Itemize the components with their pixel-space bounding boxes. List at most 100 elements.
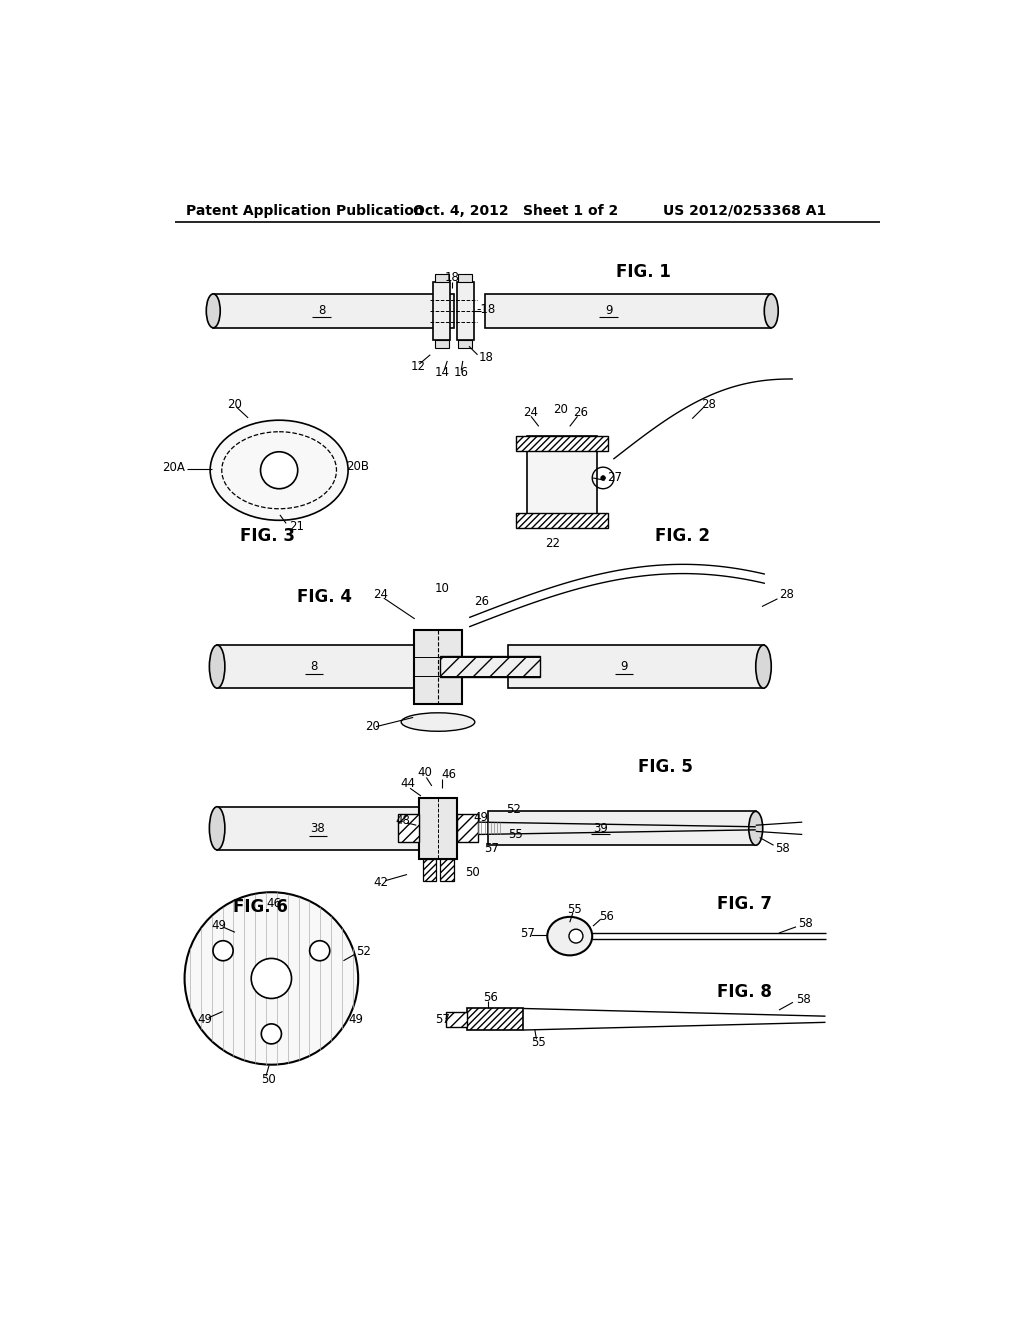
Text: 26: 26 xyxy=(573,407,589,418)
Text: FIG. 8: FIG. 8 xyxy=(717,982,772,1001)
Bar xyxy=(508,645,764,688)
Text: 28: 28 xyxy=(701,399,717,412)
Text: 55: 55 xyxy=(508,828,522,841)
Text: 57: 57 xyxy=(520,927,535,940)
Text: Sheet 1 of 2: Sheet 1 of 2 xyxy=(523,203,618,218)
Bar xyxy=(217,645,430,688)
Ellipse shape xyxy=(209,645,225,688)
Text: 58: 58 xyxy=(799,917,813,931)
Text: US 2012/0253368 A1: US 2012/0253368 A1 xyxy=(663,203,826,218)
Text: 55: 55 xyxy=(531,1036,546,1049)
Text: 48: 48 xyxy=(395,814,411,828)
Ellipse shape xyxy=(206,294,220,327)
Ellipse shape xyxy=(749,812,763,845)
Text: 52: 52 xyxy=(356,945,371,958)
Text: 50: 50 xyxy=(465,866,480,879)
Bar xyxy=(484,294,771,327)
Text: FIG. 5: FIG. 5 xyxy=(638,758,693,776)
Text: 20: 20 xyxy=(227,399,242,412)
Text: 57: 57 xyxy=(435,1012,450,1026)
Text: 56: 56 xyxy=(483,991,498,1005)
Text: 44: 44 xyxy=(400,777,416,791)
Circle shape xyxy=(251,958,292,998)
Text: 21: 21 xyxy=(289,520,304,533)
Text: Oct. 4, 2012: Oct. 4, 2012 xyxy=(414,203,509,218)
Bar xyxy=(458,341,472,348)
Bar xyxy=(527,436,597,528)
Ellipse shape xyxy=(764,294,778,327)
Text: 24: 24 xyxy=(523,407,539,418)
Text: 52: 52 xyxy=(506,804,521,816)
Bar xyxy=(467,1008,523,1030)
Ellipse shape xyxy=(401,713,475,731)
Text: FIG. 3: FIG. 3 xyxy=(241,527,295,545)
Circle shape xyxy=(309,941,330,961)
Bar xyxy=(435,341,449,348)
Bar xyxy=(439,859,454,880)
Text: 22: 22 xyxy=(545,537,560,550)
Text: 12: 12 xyxy=(411,360,426,372)
Bar xyxy=(213,294,454,327)
Text: 14: 14 xyxy=(435,366,450,379)
Circle shape xyxy=(260,451,298,488)
Bar xyxy=(423,859,436,880)
Ellipse shape xyxy=(756,645,771,688)
Bar xyxy=(439,656,540,677)
Bar xyxy=(516,436,607,451)
Text: 42: 42 xyxy=(373,875,388,888)
Text: 39: 39 xyxy=(593,822,608,834)
Text: Patent Application Publication: Patent Application Publication xyxy=(186,203,424,218)
Ellipse shape xyxy=(209,807,225,850)
Bar xyxy=(433,281,451,341)
Bar xyxy=(420,797,457,859)
Text: 9: 9 xyxy=(621,660,628,673)
Text: -18: -18 xyxy=(477,302,496,315)
Circle shape xyxy=(184,892,358,1065)
Bar xyxy=(457,814,478,842)
Text: FIG. 6: FIG. 6 xyxy=(232,898,288,916)
Text: 55: 55 xyxy=(567,903,583,916)
Text: 58: 58 xyxy=(796,993,811,1006)
Text: 49: 49 xyxy=(473,810,487,824)
Bar xyxy=(488,812,756,845)
Bar xyxy=(397,814,420,842)
Bar xyxy=(445,1011,467,1027)
Bar xyxy=(457,281,474,341)
Text: 57: 57 xyxy=(484,842,500,855)
Text: 8: 8 xyxy=(310,660,317,673)
Text: 20A: 20A xyxy=(163,462,185,474)
Text: 28: 28 xyxy=(779,587,794,601)
Text: 20B: 20B xyxy=(346,459,370,473)
Bar xyxy=(217,807,434,850)
Text: 20: 20 xyxy=(553,403,567,416)
Bar xyxy=(516,512,607,528)
Text: 49: 49 xyxy=(212,919,226,932)
Text: FIG. 7: FIG. 7 xyxy=(717,895,772,912)
Circle shape xyxy=(261,1024,282,1044)
Text: 46: 46 xyxy=(266,898,281,911)
Bar xyxy=(414,631,462,704)
Text: 24: 24 xyxy=(373,587,388,601)
Text: 20: 20 xyxy=(366,721,380,733)
Ellipse shape xyxy=(210,420,348,520)
Circle shape xyxy=(213,941,233,961)
Text: 58: 58 xyxy=(775,842,790,855)
Text: 10: 10 xyxy=(435,582,450,594)
Circle shape xyxy=(569,929,583,942)
Text: 38: 38 xyxy=(310,822,326,834)
Text: 46: 46 xyxy=(442,768,457,781)
Text: 18: 18 xyxy=(444,271,460,284)
Text: FIG. 2: FIG. 2 xyxy=(655,527,710,545)
Text: 49: 49 xyxy=(348,1012,364,1026)
Text: 40: 40 xyxy=(418,767,433,779)
Text: 50: 50 xyxy=(261,1073,276,1086)
Text: FIG. 4: FIG. 4 xyxy=(297,589,352,606)
Circle shape xyxy=(601,475,605,480)
Text: 26: 26 xyxy=(474,594,488,607)
Text: 49: 49 xyxy=(198,1012,213,1026)
Text: 8: 8 xyxy=(318,305,326,317)
Bar xyxy=(435,275,449,281)
Bar xyxy=(458,275,472,281)
Text: 18: 18 xyxy=(478,351,494,363)
Ellipse shape xyxy=(547,917,592,956)
